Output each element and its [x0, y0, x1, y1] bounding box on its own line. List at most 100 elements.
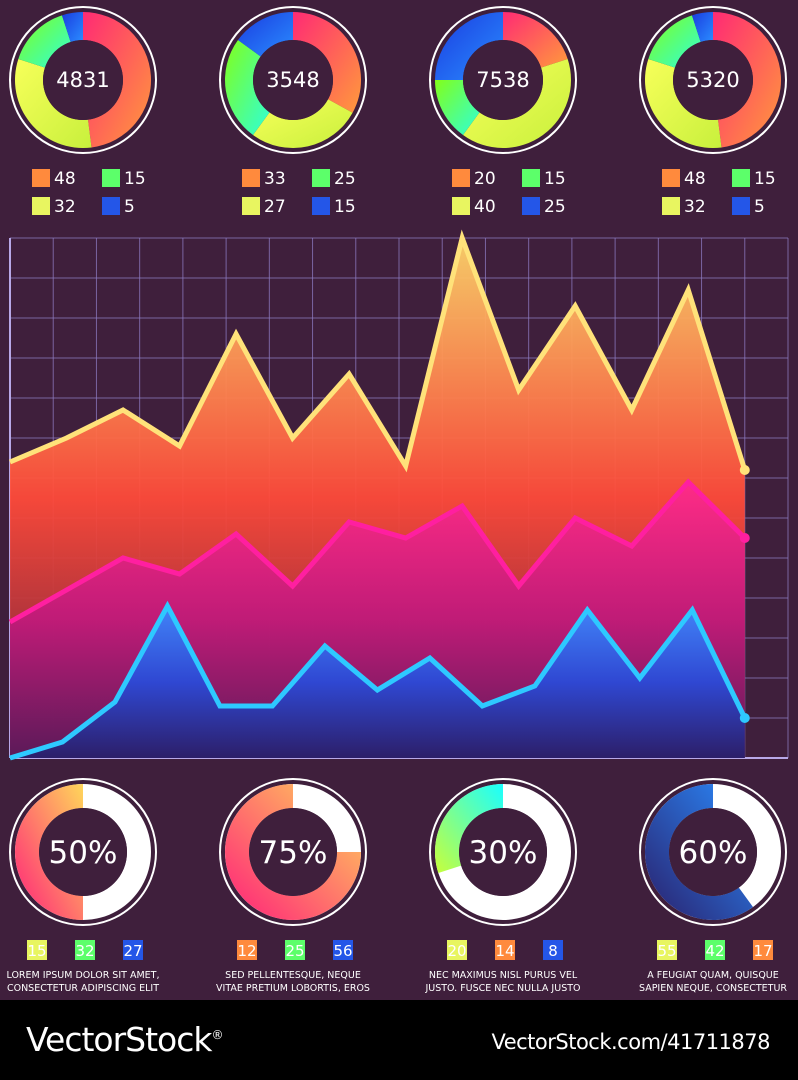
donut-center-label: 7538 — [476, 68, 529, 92]
donut-hole — [253, 40, 333, 120]
legend-swatch — [312, 169, 330, 187]
series-line — [8, 478, 747, 625]
donut-hole — [459, 808, 547, 896]
legend-swatch — [657, 940, 677, 960]
legend-swatch — [495, 940, 515, 960]
legend-swatch — [732, 197, 750, 215]
legend-swatch — [662, 197, 680, 215]
donut-hole — [463, 40, 543, 120]
donut-chart: 7538 20 15 40 25 — [429, 6, 577, 217]
donut-center-label: 5320 — [686, 68, 739, 92]
donut-slice — [237, 12, 293, 57]
donut-slice — [435, 12, 503, 80]
donut-hole — [249, 808, 337, 896]
legend-label: 48 — [54, 169, 76, 189]
legend-swatch — [32, 197, 50, 215]
percent-donut: 30% 20 14 8 NEC MAXIMUS NISL PURUS VEL JUSTO.… — [424, 778, 581, 994]
donut-slice — [61, 12, 83, 42]
caption-line: A FEUGIAT QUAM, QUISQUE — [647, 970, 779, 981]
series-end-marker — [739, 713, 750, 723]
bottom-percent-donuts: 50% 15 32 27 LOREM IPSUM DOLOR SIT AMET, CONS… — [6, 778, 787, 994]
donut-slice — [83, 12, 152, 148]
donut-chart: 3548 33 25 27 15 — [219, 6, 367, 217]
legend-swatch — [27, 940, 47, 960]
caption-line: SAPIEN NEQUE, CONSECTETUR — [639, 983, 787, 994]
legend-label: 15 — [334, 197, 356, 217]
legend-swatch — [705, 940, 725, 960]
legend-label: 40 — [474, 197, 496, 217]
legend-label: 25 — [544, 197, 566, 217]
caption-line: JUSTO. FUSCE NEC NULLA JUSTO — [424, 983, 580, 994]
donut-slice — [435, 80, 480, 136]
area-chart — [8, 229, 789, 761]
percent-donut: 75% 12 25 56 SED PELLENTESQUE, NEQUE VITAE PR… — [216, 778, 370, 994]
percent-label: 60% — [679, 835, 748, 871]
donut-slice — [15, 58, 92, 148]
legend-swatch — [753, 940, 773, 960]
image-reference: VectorStock.com/41711878 — [491, 1030, 770, 1054]
legend-swatch — [242, 169, 260, 187]
donut-outline — [639, 778, 787, 926]
donut-slice — [691, 12, 713, 42]
donut-outline — [639, 6, 787, 154]
donut-progress — [14, 784, 84, 920]
legend-label: 14 — [495, 942, 514, 960]
donut-outline — [429, 6, 577, 154]
percent-label: 30% — [469, 835, 538, 871]
legend-swatch — [102, 169, 120, 187]
caption-line: NEC MAXIMUS NISL PURUS VEL — [429, 970, 578, 981]
legend-label: 32 — [684, 197, 706, 217]
donut-outline — [219, 778, 367, 926]
legend-swatch — [662, 169, 680, 187]
series-end-marker — [739, 533, 750, 543]
donut-slice — [224, 40, 270, 136]
donut-slice — [645, 58, 722, 149]
legend-swatch — [102, 197, 120, 215]
donut-slice — [293, 12, 361, 113]
legend-label: 15 — [27, 942, 46, 960]
legend-label: 15 — [124, 169, 146, 189]
percent-donut: 60% 55 42 17 A FEUGIAT QUAM, QUISQUE SAPIEN N… — [639, 778, 787, 994]
donut-hole — [669, 808, 757, 896]
percent-label: 50% — [49, 835, 118, 871]
donut-chart: 5320 48 15 32 5 — [639, 6, 787, 217]
legend-swatch — [333, 940, 353, 960]
legend-swatch — [75, 940, 95, 960]
legend-swatch — [285, 940, 305, 960]
legend-label: 25 — [285, 942, 304, 960]
donut-outline — [9, 6, 157, 154]
legend-swatch — [312, 197, 330, 215]
donut-center-label: 4831 — [56, 68, 109, 92]
legend-label: 42 — [705, 942, 724, 960]
legend-label: 20 — [474, 169, 496, 189]
donut-chart: 4831 48 15 32 5 — [9, 6, 157, 217]
brand-logo: VectorStock® — [26, 1020, 224, 1059]
legend-swatch — [543, 940, 563, 960]
percent-donut: 50% 15 32 27 LOREM IPSUM DOLOR SIT AMET, CONS… — [6, 778, 160, 994]
series-line — [9, 229, 748, 473]
legend-label: 17 — [753, 942, 772, 960]
series-area — [10, 606, 745, 758]
legend-label: 5 — [124, 197, 135, 217]
legend-swatch — [452, 169, 470, 187]
legend-swatch — [447, 940, 467, 960]
series-end-marker — [739, 465, 750, 475]
legend-swatch — [123, 940, 143, 960]
legend-label: 56 — [333, 942, 352, 960]
legend-label: 15 — [544, 169, 566, 189]
legend-label: 32 — [75, 942, 94, 960]
legend-swatch — [452, 197, 470, 215]
legend-label: 27 — [123, 942, 142, 960]
series — [9, 600, 750, 761]
donut-outline — [429, 778, 577, 926]
donut-slice — [463, 58, 571, 148]
donut-slice — [713, 12, 781, 148]
legend-swatch — [522, 169, 540, 187]
legend-label: 33 — [264, 169, 286, 189]
legend-label: 5 — [754, 197, 765, 217]
donut-progress — [435, 784, 503, 874]
caption-line: LOREM IPSUM DOLOR SIT AMET, — [6, 970, 159, 981]
top-donut-charts: 4831 48 15 32 5 3548 33 25 27 15 7538 20 15 40 25 5320 4… — [9, 6, 787, 217]
legend-label: 15 — [754, 169, 776, 189]
